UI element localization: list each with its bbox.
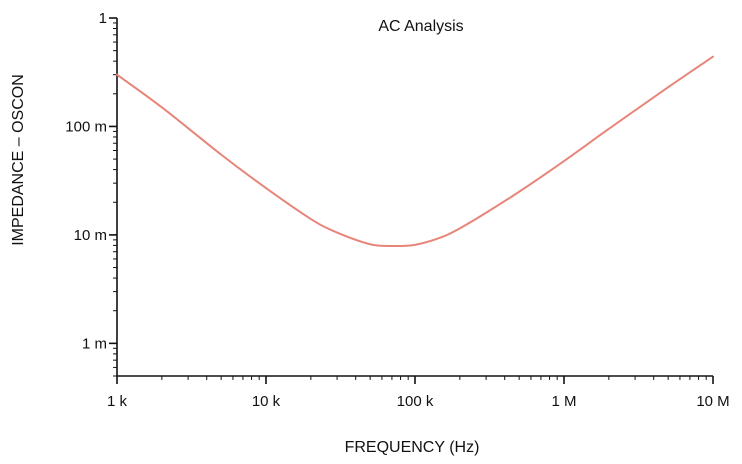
y-tick-label: 10 m	[74, 227, 107, 244]
series-group	[116, 55, 714, 248]
x-tick-label: 100 k	[397, 393, 434, 410]
x-tick-label: 1 M	[551, 393, 576, 410]
y-axis-title: IMPEDANCE – OSCON	[10, 74, 27, 246]
x-tick-label: 10 k	[252, 393, 281, 410]
impedance-series-line	[116, 55, 714, 248]
y-tick-label: 100 m	[65, 118, 107, 135]
x-axis-title: FREQUENCY (Hz)	[345, 439, 480, 456]
y-tick-label: 1 m	[82, 335, 107, 352]
y-tick-label: 1	[99, 10, 107, 27]
axes	[116, 18, 713, 377]
chart-title: AC Analysis	[378, 18, 463, 35]
y-tick-labels: 1 100 m 10 m 1 m	[65, 10, 107, 352]
x-tick-label: 10 M	[696, 393, 729, 410]
x-tick-labels: 1 k 10 k 100 k 1 M 10 M	[107, 393, 730, 410]
x-tick-label: 1 k	[107, 393, 128, 410]
minor-ticks	[113, 22, 707, 380]
major-ticks	[109, 17, 714, 384]
